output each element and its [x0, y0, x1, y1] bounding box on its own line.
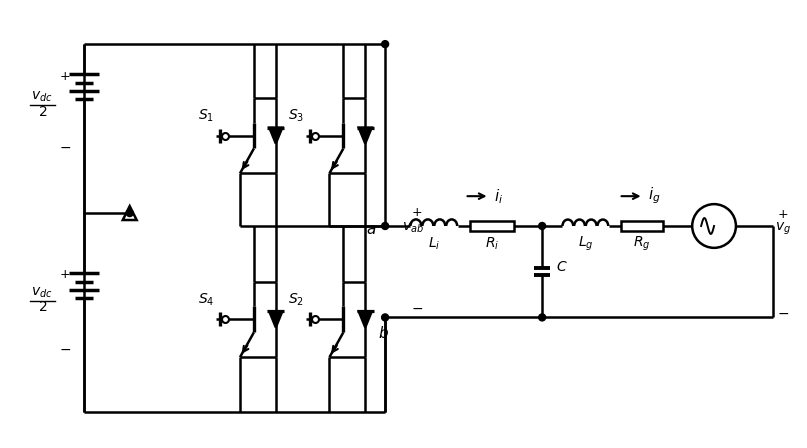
- Circle shape: [126, 210, 133, 216]
- Text: $v_g$: $v_g$: [775, 221, 791, 237]
- Text: $-$: $-$: [411, 301, 423, 314]
- FancyBboxPatch shape: [470, 220, 514, 232]
- Polygon shape: [359, 311, 372, 327]
- Text: $b$: $b$: [378, 325, 389, 341]
- Text: $C$: $C$: [556, 260, 567, 274]
- Text: $v_{dc}$: $v_{dc}$: [31, 90, 53, 104]
- Text: $R_i$: $R_i$: [485, 236, 499, 252]
- Text: $+$: $+$: [60, 268, 71, 281]
- Circle shape: [538, 223, 546, 229]
- Text: $i_i$: $i_i$: [495, 187, 504, 206]
- Text: $-$: $-$: [776, 306, 788, 319]
- Text: $v_{ab}$: $v_{ab}$: [402, 221, 424, 235]
- Circle shape: [382, 314, 389, 321]
- Text: $v_{dc}$: $v_{dc}$: [31, 285, 53, 300]
- Polygon shape: [270, 128, 282, 143]
- Text: $S_1$: $S_1$: [199, 108, 215, 124]
- Text: $+$: $+$: [412, 206, 423, 219]
- Text: $2$: $2$: [38, 105, 47, 119]
- Text: $S_2$: $S_2$: [287, 291, 303, 308]
- Polygon shape: [359, 128, 372, 143]
- Text: $-$: $-$: [59, 342, 71, 356]
- Text: $S_4$: $S_4$: [198, 291, 215, 308]
- Text: $+$: $+$: [60, 70, 71, 83]
- Text: $R_g$: $R_g$: [633, 235, 650, 253]
- Circle shape: [538, 314, 546, 321]
- Text: $L_g$: $L_g$: [578, 235, 593, 253]
- Text: $-$: $-$: [59, 139, 71, 154]
- Text: $a$: $a$: [366, 223, 376, 237]
- Polygon shape: [270, 311, 282, 327]
- Circle shape: [382, 223, 389, 229]
- FancyBboxPatch shape: [621, 220, 663, 232]
- Text: $+$: $+$: [777, 207, 788, 220]
- Circle shape: [382, 41, 389, 47]
- Text: $2$: $2$: [38, 301, 47, 314]
- Text: $i_g$: $i_g$: [649, 186, 661, 207]
- Text: $S_3$: $S_3$: [287, 108, 303, 124]
- Text: $L_i$: $L_i$: [428, 236, 440, 252]
